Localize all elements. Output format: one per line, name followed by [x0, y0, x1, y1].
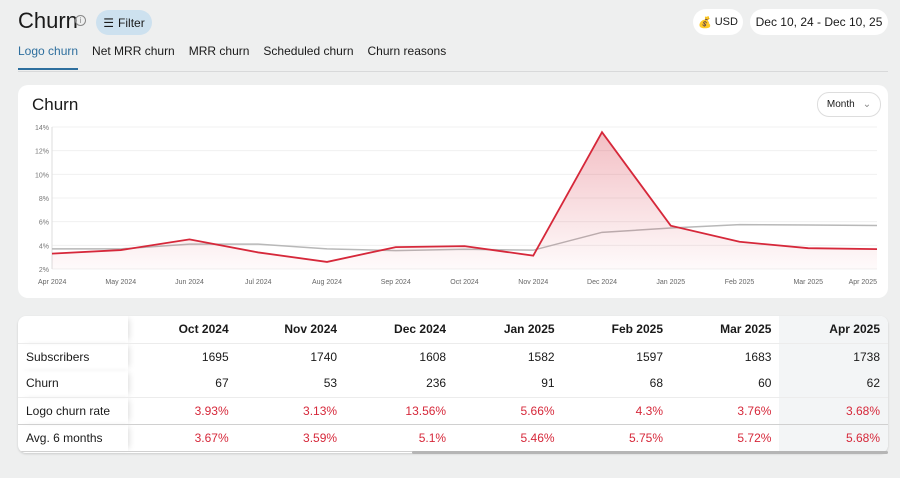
y-tick-label: 6%	[39, 220, 49, 227]
header-blank	[18, 316, 129, 344]
table-header-row: Oct 2024 Nov 2024 Dec 2024 Jan 2025 Feb 2025…	[18, 316, 888, 344]
tab-churn-reasons[interactable]: Churn reasons	[367, 44, 447, 58]
y-tick-label: 10%	[35, 172, 49, 179]
x-tick-label: Jul 2024	[245, 279, 272, 286]
x-tick-label: Feb 2025	[725, 279, 755, 286]
series-line-0	[51, 130, 878, 263]
table-cell: 3.93%	[128, 397, 237, 425]
churn-chart: 2% 4% 6% 8% 10% 12% 14% Apr 2024 May 2024 Jun 202…	[35, 125, 878, 286]
row-label: Churn	[18, 370, 129, 398]
y-tick-label: 8%	[39, 196, 49, 203]
page-title: Churn	[18, 8, 78, 33]
data-table-card: Oct 2024 Nov 2024 Dec 2024 Jan 2025 Feb 2025…	[18, 316, 888, 453]
table-cell: 5.46%	[454, 424, 563, 452]
x-tick-label: Oct 2024	[450, 279, 479, 286]
data-table: Oct 2024 Nov 2024 Dec 2024 Jan 2025 Feb 2025…	[18, 316, 888, 452]
table-row: Subscribers 1695 1740 1608 1582 1597 1683 1738	[18, 343, 888, 370]
row-label: Avg. 6 months	[18, 424, 129, 452]
x-tick-label: Mar 2025	[793, 279, 823, 286]
table-cell: 1738	[779, 343, 888, 370]
x-tick-label: May 2024	[105, 279, 136, 286]
table-cell: 5.72%	[671, 424, 780, 452]
x-tick-label: Dec 2024	[587, 279, 617, 286]
table-cell: 67	[128, 370, 237, 398]
table-cell: 3.76%	[671, 397, 780, 425]
tab-mrr-churn[interactable]: MRR churn	[188, 44, 250, 58]
table-cell: 1740	[310, 349, 338, 364]
y-tick-label: 4%	[39, 243, 49, 250]
table-cell: 5.1%	[345, 424, 455, 452]
table-cell: 1608	[419, 349, 447, 364]
x-tick-label: Apr 2025	[849, 279, 878, 286]
filter-label: Filter	[118, 15, 145, 30]
table-cell: 91	[454, 370, 563, 398]
tab-scheduled-churn[interactable]: Scheduled churn	[263, 44, 354, 58]
table-cell: 1695	[201, 349, 229, 364]
date-range-button[interactable]: Dec 10, 24 - Dec 10, 25	[750, 9, 888, 35]
period-select[interactable]: Month ⌄	[817, 92, 881, 117]
table-cell: 236	[345, 370, 455, 398]
x-tick-label: Nov 2024	[518, 279, 548, 286]
table-cell: 4.3%	[562, 397, 671, 425]
divider	[18, 71, 888, 72]
table-cell: 13.56%	[345, 397, 455, 425]
column-header: Oct 2024	[128, 316, 237, 344]
currency-button[interactable]: 💰 USD	[693, 9, 743, 35]
row-label: Subscribers	[18, 343, 128, 370]
table-cell: 1582	[527, 349, 555, 364]
y-tick-label: 2%	[39, 267, 49, 274]
tab-logo-churn[interactable]: Logo churn	[18, 44, 79, 70]
x-tick-label: Jan 2025	[656, 279, 685, 286]
period-select-value: Month	[826, 99, 855, 110]
table-row: Churn 67 53 236 91 68 60 62	[18, 370, 888, 398]
horizontal-scrollbar[interactable]	[412, 451, 888, 454]
table-row: Avg. 6 months 3.67% 3.59% 5.1% 5.46% 5.75% 5.7…	[18, 424, 888, 452]
y-tick-label: 12%	[35, 149, 49, 156]
table-cell: 3.68%	[779, 397, 888, 425]
table-cell: 5.66%	[454, 397, 563, 425]
chart-card: 2% 4% 6% 8% 10% 12% 14% Apr 2024 May 2024 Jun 202…	[18, 85, 888, 298]
y-tick-label: 14%	[35, 125, 49, 132]
x-tick-label: Aug 2024	[312, 279, 342, 286]
table-cell: 1683	[744, 349, 772, 364]
table-cell: 3.13%	[236, 397, 346, 425]
table-cell: 53	[236, 370, 346, 398]
currency-label: USD	[714, 16, 738, 28]
table-cell: 68	[562, 370, 671, 398]
filter-icon: ☰	[103, 15, 115, 30]
table-cell: 60	[671, 370, 780, 398]
column-header: Mar 2025	[671, 316, 780, 344]
chevron-down-icon: ⌄	[862, 99, 872, 110]
tabs: Logo churn Net MRR churn MRR churn Sched…	[18, 44, 446, 70]
x-tick-label: Apr 2024	[38, 279, 67, 286]
column-header: Apr 2025	[779, 316, 888, 344]
x-tick-label: Jun 2024	[175, 279, 204, 286]
tab-net-mrr-churn[interactable]: Net MRR churn	[92, 44, 175, 58]
x-tick-label: Sep 2024	[381, 279, 411, 286]
table-cell: 3.59%	[236, 424, 346, 452]
column-header: Dec 2024	[345, 316, 455, 344]
money-bag-icon: 💰	[698, 16, 712, 29]
table-cell: 1597	[636, 349, 663, 364]
table-cell: 62	[779, 370, 888, 398]
column-header: Nov 2024	[236, 316, 346, 344]
info-icon[interactable]: i	[75, 15, 86, 26]
filter-button[interactable]: ☰ Filter	[96, 10, 152, 35]
column-header: Jan 2025	[454, 316, 563, 344]
chart-title: Churn	[32, 95, 79, 114]
table-cell: 5.68%	[779, 424, 888, 452]
table-row: Logo churn rate 3.93% 3.13% 13.56% 5.66% 4.3%…	[18, 397, 888, 425]
column-header: Feb 2025	[562, 316, 671, 344]
table-cell: 5.75%	[562, 424, 671, 452]
series-area-0	[52, 132, 877, 269]
table-cell: 3.67%	[128, 424, 237, 452]
row-label: Logo churn rate	[18, 397, 129, 425]
